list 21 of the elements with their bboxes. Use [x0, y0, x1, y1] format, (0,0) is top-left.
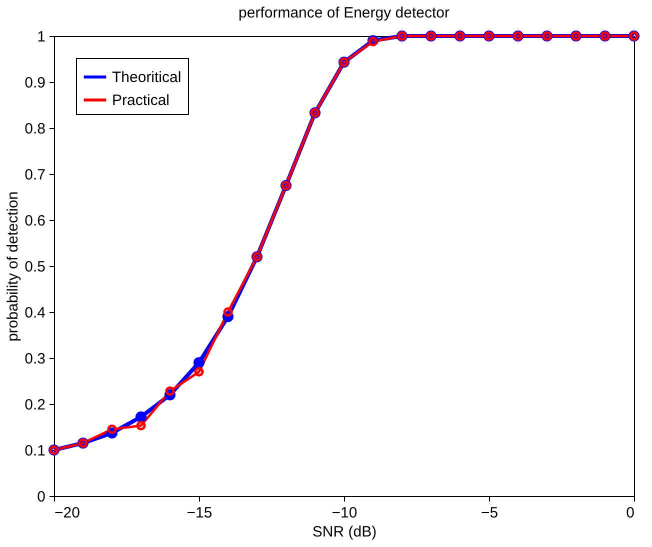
y-tick-label: 0.9	[24, 74, 46, 92]
y-tick-label: 0.2	[24, 396, 46, 414]
y-axis-title: probability of detection	[4, 191, 22, 342]
y-tick-label: 0.7	[24, 166, 46, 184]
legend-label: Theoritical	[112, 69, 182, 86]
y-tick-label: 0.3	[24, 350, 46, 368]
y-tick-label: 0.1	[24, 442, 46, 460]
x-tick-label: 0	[626, 504, 634, 522]
x-tick-label: −10	[332, 504, 358, 522]
x-axis-title: SNR (dB)	[312, 524, 377, 540]
y-tick-label: 0.6	[24, 212, 46, 230]
y-tick-label: 0.8	[24, 120, 46, 138]
legend-label: Practical	[112, 92, 170, 109]
x-tick-label: −15	[186, 504, 212, 522]
x-tick-label: −5	[480, 504, 498, 522]
y-tick-label: 0	[37, 488, 46, 506]
y-tick-label: 0.4	[24, 304, 46, 322]
y-tick-label: 0.5	[24, 258, 46, 276]
x-tick-label: −20	[54, 504, 80, 522]
chart-title: performance of Energy detector	[238, 4, 450, 22]
y-tick-label: 1	[37, 28, 46, 46]
